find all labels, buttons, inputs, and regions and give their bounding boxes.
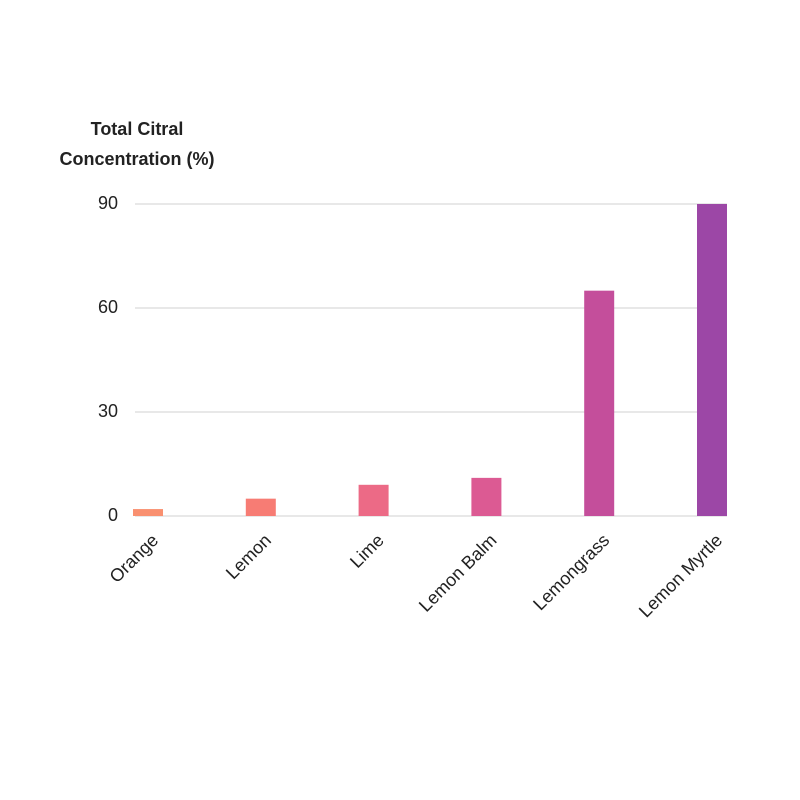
y-tick-label: 0 xyxy=(108,505,118,525)
bar xyxy=(133,509,163,516)
y-tick-label: 60 xyxy=(98,297,118,317)
bar xyxy=(245,498,276,516)
bar xyxy=(471,477,502,516)
y-tick-label: 30 xyxy=(98,401,118,421)
chart-title: Concentration (%) xyxy=(60,149,215,169)
bar xyxy=(697,204,727,516)
y-tick-label: 90 xyxy=(98,193,118,213)
bar xyxy=(584,290,615,516)
bar xyxy=(358,484,389,516)
chart-title: Total Citral xyxy=(91,119,184,139)
